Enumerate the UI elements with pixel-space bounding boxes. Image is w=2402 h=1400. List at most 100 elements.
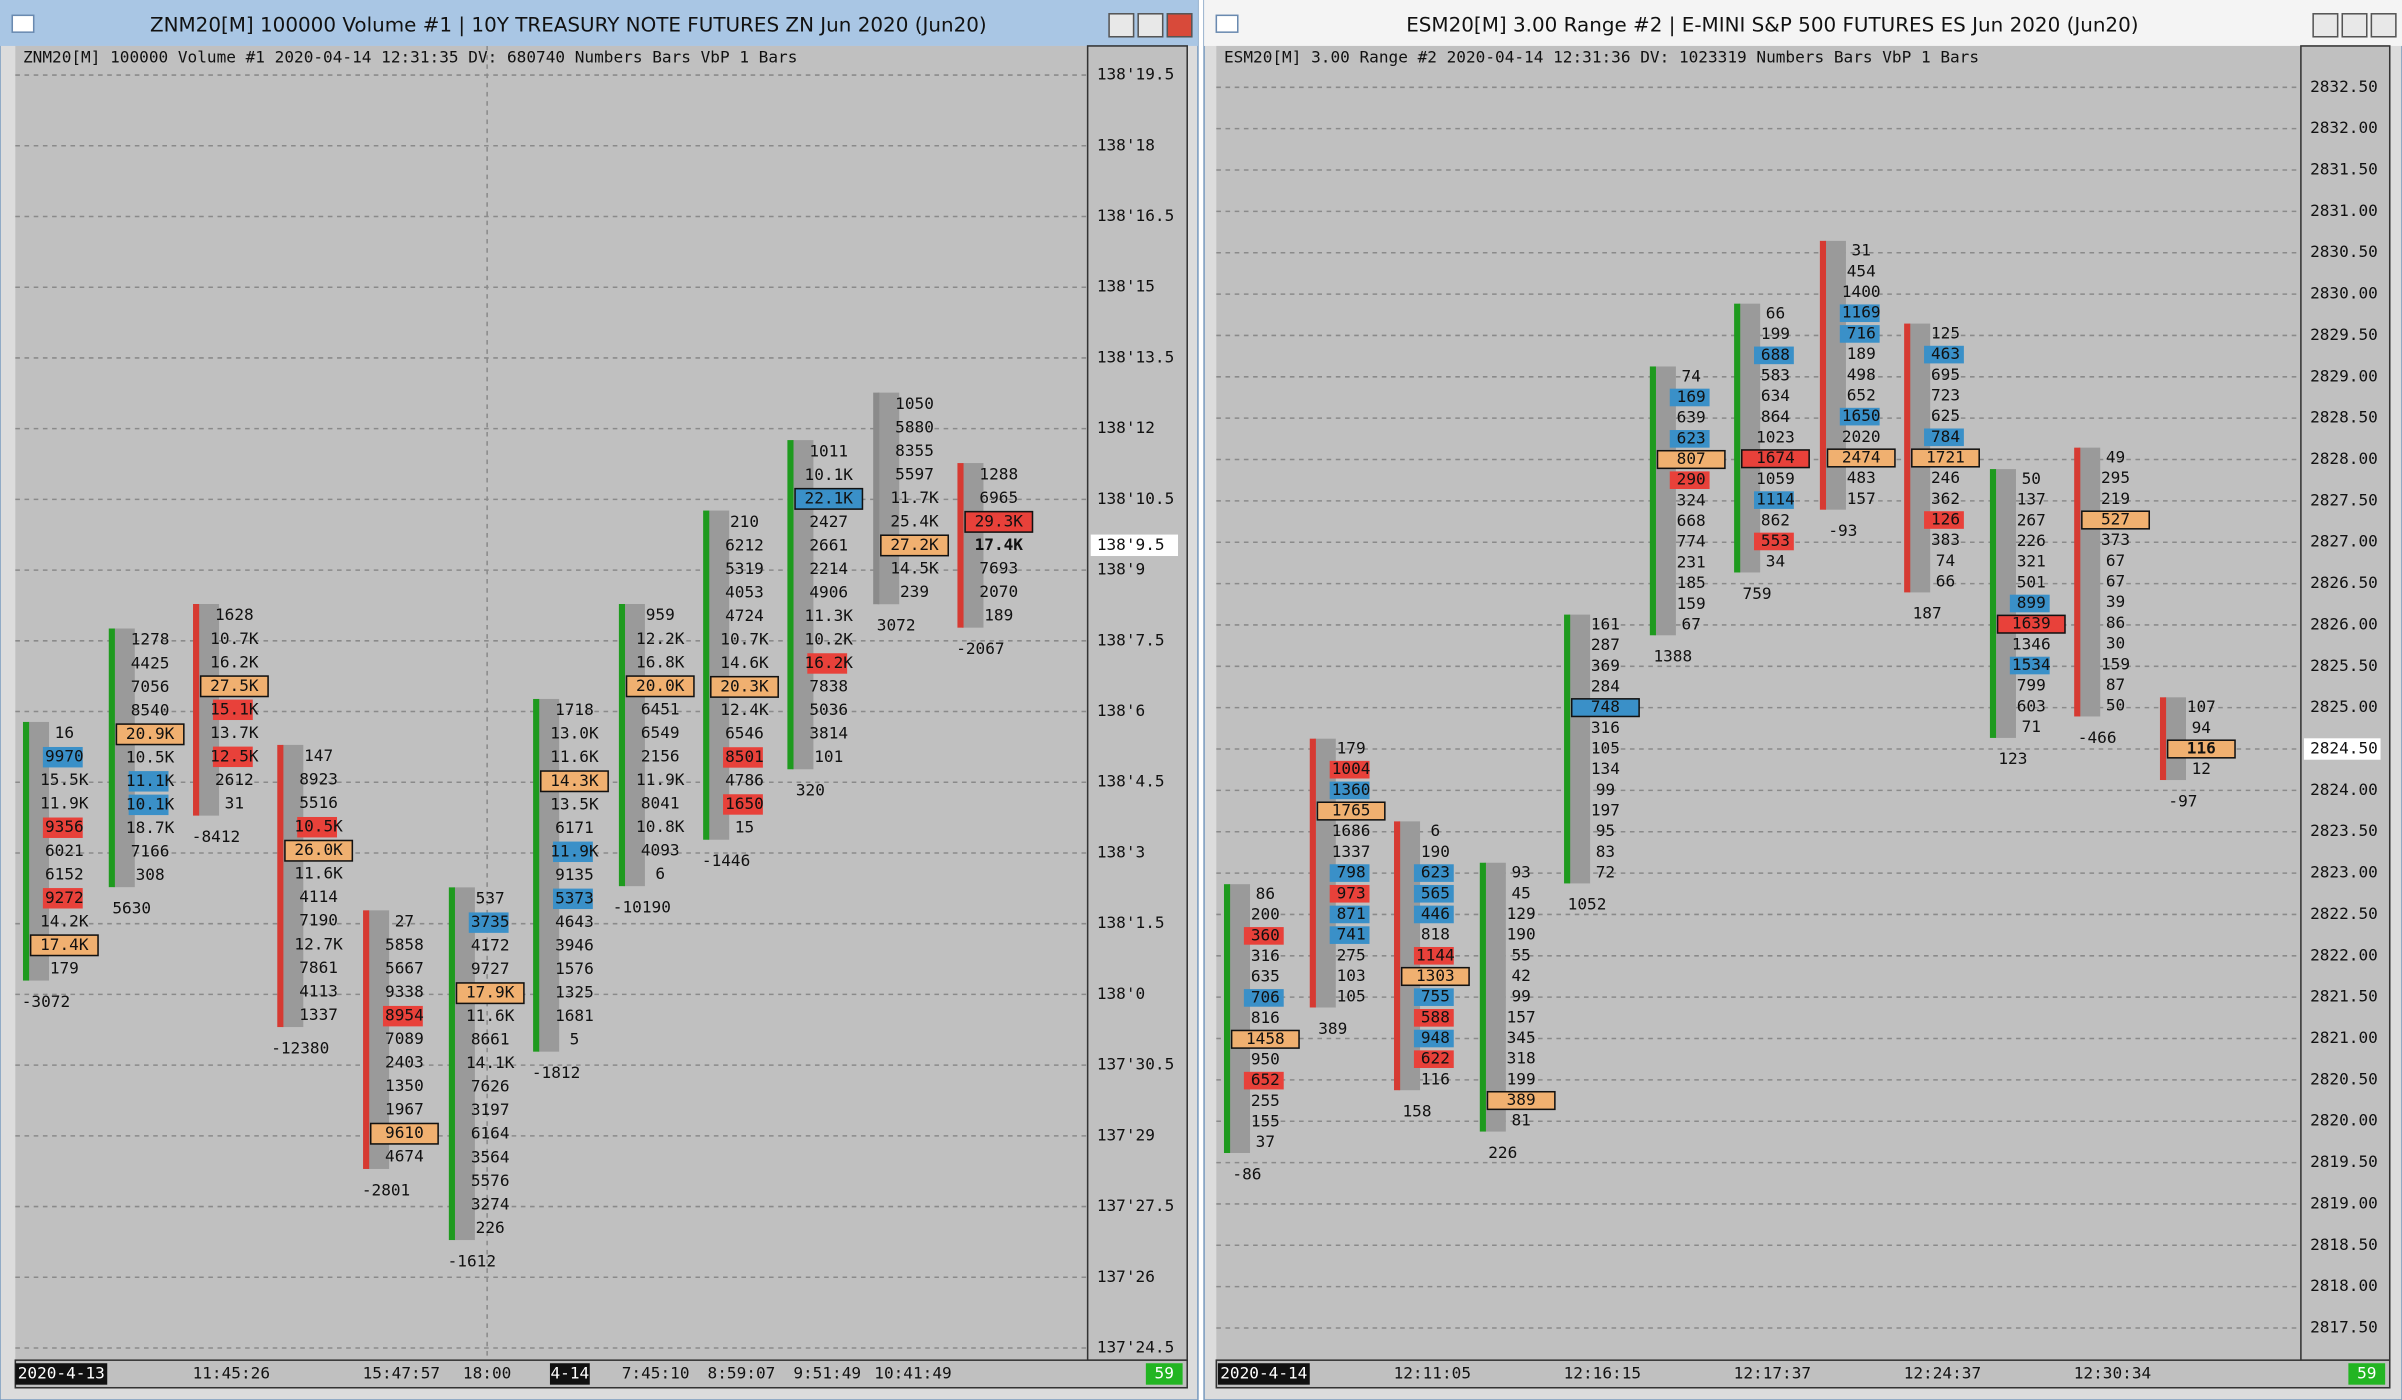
volume-cell: 12.4K: [720, 700, 769, 719]
price-axis: [2300, 45, 2391, 1361]
volume-profile: [791, 440, 814, 770]
price-label: 138'18: [1097, 135, 1155, 154]
volume-cell: 706: [1251, 987, 1280, 1006]
volume-cell: 13.5K: [550, 794, 599, 813]
volume-cell: 652: [1847, 385, 1876, 404]
volume-cell: 1674: [1756, 448, 1795, 467]
volume-cell: 11.6K: [294, 864, 343, 883]
volume-cell: 5516: [299, 793, 338, 812]
volume-cell: 31: [1852, 241, 1871, 260]
volume-cell: 1576: [555, 959, 594, 978]
volume-cell: 31: [225, 793, 244, 812]
volume-cell: 14.2K: [40, 911, 89, 930]
volume-cell: 16.2K: [210, 652, 259, 671]
poc-cell: [1740, 449, 1810, 469]
price-label: 2824.00: [2310, 780, 2378, 799]
volume-cell: 295: [2101, 468, 2130, 487]
volume-cell: 1686: [1332, 821, 1371, 840]
volume-cell: 588: [1421, 1007, 1450, 1026]
volume-cell: 7838: [809, 676, 848, 695]
volume-cell: 1765: [1332, 801, 1371, 820]
volume-cell: 635: [1251, 967, 1280, 986]
price-label: 2830.50: [2310, 242, 2378, 261]
volume-cell: 639: [1677, 408, 1706, 427]
volume-cell: 50: [2022, 469, 2041, 488]
volume-cell: 4643: [555, 912, 594, 931]
volume-cell: 11.6K: [550, 747, 599, 766]
time-label: 4-14: [550, 1363, 589, 1382]
price-label: 2825.50: [2310, 656, 2378, 675]
volume-cell: 565: [1421, 883, 1450, 902]
volume-cell: 10.1K: [126, 794, 175, 813]
volume-cell: 1650: [1842, 406, 1881, 425]
volume-cell: 553: [1761, 531, 1790, 550]
bar-delta: 759: [1743, 584, 1772, 603]
bar-delta: -1812: [532, 1063, 580, 1082]
highlight-cell: [1329, 781, 1370, 800]
volume-cell: 7056: [131, 677, 170, 696]
volume-cell: 4425: [131, 653, 170, 672]
bar-delta: -2067: [956, 639, 1004, 658]
volume-cell: 345: [1507, 1028, 1536, 1047]
volume-cell: 55: [1511, 945, 1530, 964]
highlight-cell: [1924, 511, 1964, 529]
volume-cell: 362: [1931, 489, 1960, 508]
volume-cell: 26.0K: [294, 840, 343, 859]
volume-cell: 17.4K: [40, 935, 89, 954]
volume-cell: 15.5K: [40, 770, 89, 789]
price-label: 2828.00: [2310, 449, 2378, 468]
volume-cell: 67: [1682, 614, 1701, 633]
volume-cell: 5858: [385, 935, 424, 954]
volume-cell: 4113: [299, 981, 338, 1000]
bar-delta: -2801: [362, 1180, 410, 1199]
price-label: 137'30.5: [1097, 1055, 1174, 1074]
bar-delta: 158: [1402, 1102, 1431, 1121]
title-bar: [0, 0, 1198, 46]
volume-cell: 103: [1337, 966, 1366, 985]
volume-profile: [27, 721, 50, 981]
window-max-button[interactable]: [2341, 13, 2368, 38]
poc-cell: [1656, 449, 1726, 470]
volume-cell: 1023: [1756, 428, 1795, 447]
highlight-cell: [468, 912, 509, 933]
volume-cell: 818: [1421, 925, 1450, 944]
time-label-highlight: [549, 1363, 590, 1385]
volume-cell: 6546: [725, 723, 764, 742]
footprint-bar: 210 6212 5319 4053 4724 10.7K 14.6K 20.3K 12.4K 6…: [702, 510, 779, 870]
price-label: 138'15: [1097, 277, 1155, 296]
volume-cell: 1458: [1246, 1029, 1285, 1048]
window-title: ZNM20[M] 100000 Volume #1 | 10Y TREASURY…: [150, 14, 987, 37]
volume-cell: 498: [1847, 365, 1876, 384]
volume-cell: 4786: [725, 770, 764, 789]
window-max-button[interactable]: [1137, 13, 1164, 38]
volume-cell: 369: [1591, 656, 1620, 675]
window-close-button[interactable]: [1166, 13, 1193, 38]
price-label: 138'3: [1097, 842, 1145, 861]
volume-cell: 190: [1507, 925, 1536, 944]
time-label: 8:59:07: [708, 1363, 776, 1382]
highlight-cell: [1924, 345, 1964, 364]
volume-cell: 622: [1421, 1049, 1450, 1068]
volume-cell: 29.3K: [975, 511, 1024, 530]
volume-cell: 623: [1421, 863, 1450, 882]
bar-body: [363, 910, 370, 1169]
volume-cell: 10.5K: [294, 817, 343, 836]
volume-cell: 1650: [725, 794, 764, 813]
price-label: 138'13.5: [1097, 347, 1174, 366]
highlight-cell: [1839, 304, 1880, 323]
bar-delta: 389: [1318, 1019, 1347, 1038]
window-close-button[interactable]: [2370, 13, 2397, 38]
time-label: 9:51:49: [793, 1363, 861, 1382]
volume-cell: 973: [1337, 883, 1366, 902]
window-min-button[interactable]: [2312, 13, 2339, 38]
price-label: 2820.50: [2310, 1069, 2378, 1088]
volume-cell: 603: [2017, 696, 2046, 715]
volume-cell: 316: [1591, 718, 1620, 737]
volume-cell: 179: [50, 958, 79, 977]
bar-body: [1989, 469, 1997, 738]
chart-window: ESM20[M] 3.00 Range #2 | E-MINI S&P 500 …: [1203, 0, 2402, 1400]
window-min-button[interactable]: [1108, 13, 1135, 38]
